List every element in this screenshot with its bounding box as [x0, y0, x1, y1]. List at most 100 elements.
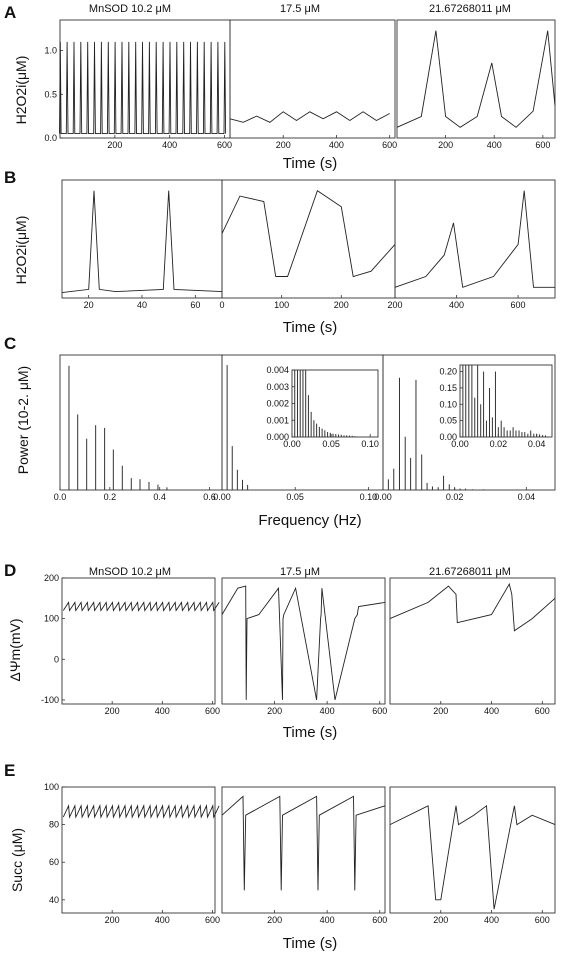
xtick-label-C-2-2: 0.10	[360, 492, 378, 502]
xtick-label-B-1-0: 20	[84, 300, 94, 310]
ytick-label-C-inset-2-2: 0.002	[266, 399, 289, 409]
xlabel-D: Time (s)	[283, 724, 337, 741]
xtick-label-D-3-1: 400	[484, 706, 499, 716]
axes-B-3	[394, 179, 556, 299]
xtick-label-E-1-2: 600	[205, 915, 220, 925]
axes-A-2	[229, 19, 396, 139]
xtick-label-A-3-0: 200	[438, 140, 453, 150]
xtick-label-B-1-2: 60	[190, 300, 200, 310]
xtick-label-B-1-1: 40	[137, 300, 147, 310]
xtick-label-A-3-2: 600	[535, 140, 550, 150]
xtick-label-B-3-2: 600	[511, 300, 526, 310]
xlabel-B: Time (s)	[283, 319, 337, 336]
xtick-label-B-2-1: 100	[274, 300, 289, 310]
xtick-label-B-2-0: 0	[219, 300, 224, 310]
ytick-label-C-inset-3-1: 0.05	[439, 416, 457, 426]
xtick-label-D-1-2: 600	[205, 706, 220, 716]
xtick-label-C-inset-2-1: 0.05	[322, 439, 340, 449]
axes-C-inset-3	[459, 364, 553, 438]
xlabel-E: Time (s)	[283, 935, 337, 952]
xlabel-A: Time (s)	[283, 155, 337, 172]
xtick-label-A-2-0: 200	[276, 140, 291, 150]
series-line-E-3	[389, 804, 556, 910]
ytick-label-E-1-2: 80	[49, 820, 59, 830]
xtick-label-C-3-0: 0.00	[374, 492, 392, 502]
xtick-label-E-2-0: 200	[267, 915, 282, 925]
xtick-label-E-3-1: 400	[484, 915, 499, 925]
ytick-label-C-inset-3-0: 0.00	[439, 432, 457, 442]
axes-E-3	[389, 786, 556, 914]
axes-C-inset-2	[291, 369, 379, 438]
panel-label-D: D	[4, 561, 16, 580]
axes-E-1	[61, 786, 216, 914]
series-line-E-2	[221, 795, 386, 891]
xtick-label-C-inset-3-1: 0.02	[490, 439, 508, 449]
ytick-label-A-1-0: 0.0	[44, 133, 57, 143]
ylabel-C: Power (10-2. μM)	[15, 366, 31, 474]
ytick-label-C-inset-2-0: 0.000	[266, 432, 289, 442]
xtick-label-C-1-0: 0.0	[54, 492, 67, 502]
xtick-label-C-2-1: 0.05	[286, 492, 304, 502]
series-line-D-2	[221, 585, 386, 701]
xtick-label-D-2-0: 200	[267, 706, 282, 716]
panel-label-A: A	[4, 3, 16, 22]
series-line-A-3	[396, 30, 556, 128]
series-line-D-3	[389, 582, 556, 632]
ytick-label-D-1-3: 200	[44, 573, 59, 583]
xtick-label-C-inset-2-2: 0.10	[361, 439, 379, 449]
ytick-label-C-inset-2-4: 0.004	[266, 365, 289, 375]
ylabel-A: H2O2i(μM)	[13, 56, 29, 125]
xtick-label-E-1-0: 200	[105, 915, 120, 925]
ytick-label-C-inset-3-2: 0.10	[439, 399, 457, 409]
ytick-label-D-1-1: 0	[54, 654, 59, 664]
xtick-label-A-1-0: 200	[107, 140, 122, 150]
xtick-label-D-1-1: 400	[155, 706, 170, 716]
xtick-label-E-3-0: 200	[433, 915, 448, 925]
panel-label-E: E	[4, 761, 15, 780]
xtick-label-C-inset-2-0: 0.00	[283, 439, 301, 449]
series-line-A-2	[229, 111, 390, 123]
xtick-label-D-1-0: 200	[105, 706, 120, 716]
ytick-label-E-1-1: 60	[49, 857, 59, 867]
series-line-A-1	[59, 41, 227, 135]
xtick-label-A-2-2: 600	[382, 140, 397, 150]
ylabel-D: ΔΨm(mV)	[7, 618, 23, 681]
series-line-D-1	[62, 601, 220, 612]
ytick-label-D-1-0: -100	[41, 695, 59, 705]
xtick-label-C-inset-3-0: 0.00	[451, 439, 469, 449]
xtick-label-C-1-2: 0.4	[153, 492, 166, 502]
condition-D-1: MnSOD 10.2 μM	[89, 566, 171, 578]
ytick-label-C-inset-2-1: 0.001	[266, 415, 289, 425]
series-line-B-3	[394, 190, 555, 288]
xtick-label-D-2-2: 600	[372, 706, 387, 716]
ytick-label-D-1-2: 100	[44, 614, 59, 624]
axes-D-2	[221, 577, 386, 705]
condition-A-3: 21.67268011 μM	[429, 3, 511, 15]
axes-E-2	[221, 786, 386, 914]
xtick-label-D-2-1: 400	[320, 706, 335, 716]
ytick-label-C-inset-3-4: 0.20	[439, 367, 457, 377]
xtick-label-B-3-1: 400	[449, 300, 464, 310]
series-line-B-1	[61, 190, 223, 294]
ylabel-B: H2O2i(μM)	[13, 216, 29, 285]
xtick-label-A-1-2: 600	[217, 140, 232, 150]
panel-label-C: C	[4, 334, 16, 353]
xtick-label-E-3-2: 600	[535, 915, 550, 925]
xtick-label-A-3-1: 400	[487, 140, 502, 150]
axes-D-1	[61, 577, 216, 705]
xtick-label-E-1-1: 400	[155, 915, 170, 925]
xtick-label-A-1-1: 400	[162, 140, 177, 150]
axes-C-1	[59, 354, 223, 491]
xtick-label-A-2-1: 400	[329, 140, 344, 150]
axes-B-1	[61, 179, 223, 299]
axes-C-3	[382, 354, 556, 491]
xtick-label-C-3-1: 0.02	[446, 492, 464, 502]
ytick-label-E-1-3: 100	[44, 782, 59, 792]
ytick-label-E-1-0: 40	[49, 895, 59, 905]
ylabel-E: Succ (μM)	[9, 828, 25, 892]
xlabel-C: Frequency (Hz)	[258, 512, 361, 529]
xtick-label-C-inset-3-2: 0.04	[528, 439, 546, 449]
series-line-B-2	[221, 190, 396, 278]
